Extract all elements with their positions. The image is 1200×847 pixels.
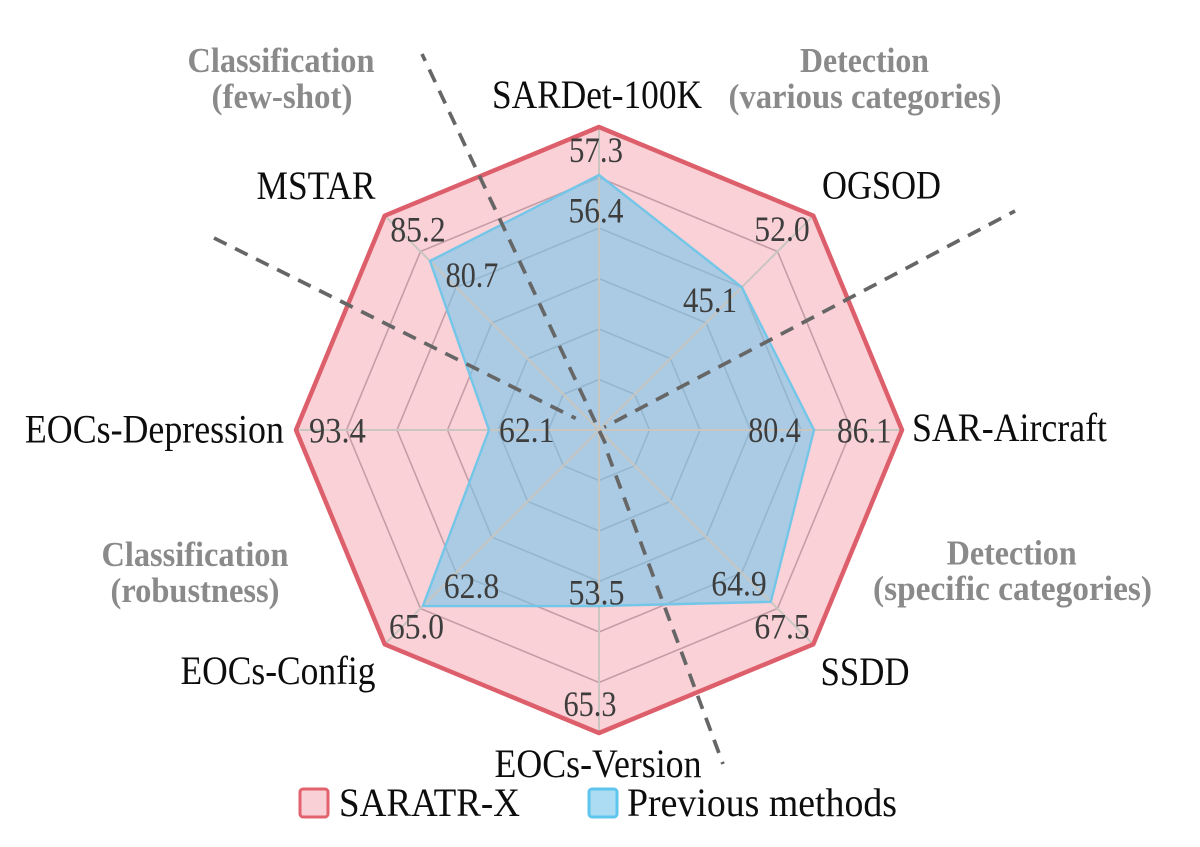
svg-text:56.4: 56.4 <box>569 191 624 231</box>
svg-text:Detection: Detection <box>947 534 1077 573</box>
svg-text:EOCs-Depression: EOCs-Depression <box>25 407 284 452</box>
svg-text:MSTAR: MSTAR <box>257 163 376 208</box>
svg-text:67.5: 67.5 <box>754 606 809 646</box>
svg-text:EOCs-Config: EOCs-Config <box>181 648 376 693</box>
svg-text:Detection: Detection <box>800 41 929 80</box>
svg-text:52.0: 52.0 <box>754 209 809 249</box>
svg-text:93.4: 93.4 <box>309 411 366 451</box>
svg-text:SSDD: SSDD <box>821 649 910 694</box>
svg-text:62.1: 62.1 <box>499 410 554 450</box>
svg-text:SARATR-X: SARATR-X <box>339 780 520 825</box>
svg-text:53.5: 53.5 <box>569 573 625 613</box>
svg-text:SAR-Aircraft: SAR-Aircraft <box>912 405 1107 450</box>
svg-text:(various categories): (various categories) <box>729 77 1002 116</box>
svg-text:65.3: 65.3 <box>564 684 617 724</box>
svg-text:45.1: 45.1 <box>683 280 737 320</box>
svg-text:64.9: 64.9 <box>711 564 766 604</box>
svg-text:Previous methods: Previous methods <box>627 780 897 825</box>
svg-text:OGSOD: OGSOD <box>822 163 941 208</box>
svg-text:85.2: 85.2 <box>390 210 445 250</box>
svg-text:57.3: 57.3 <box>569 130 623 170</box>
svg-text:(robustness): (robustness) <box>111 571 280 610</box>
svg-text:Classification: Classification <box>188 41 375 80</box>
svg-text:SARDet-100K: SARDet-100K <box>492 72 702 117</box>
svg-text:65.0: 65.0 <box>389 606 444 646</box>
svg-text:62.8: 62.8 <box>444 566 500 606</box>
svg-text:80.7: 80.7 <box>446 255 499 295</box>
svg-text:(specific categories): (specific categories) <box>873 569 1152 608</box>
svg-text:EOCs-Version: EOCs-Version <box>495 741 702 786</box>
svg-text:86.1: 86.1 <box>837 411 892 451</box>
svg-text:Classification: Classification <box>102 535 289 574</box>
svg-text:(few-shot): (few-shot) <box>212 77 353 116</box>
svg-text:80.4: 80.4 <box>748 410 801 450</box>
